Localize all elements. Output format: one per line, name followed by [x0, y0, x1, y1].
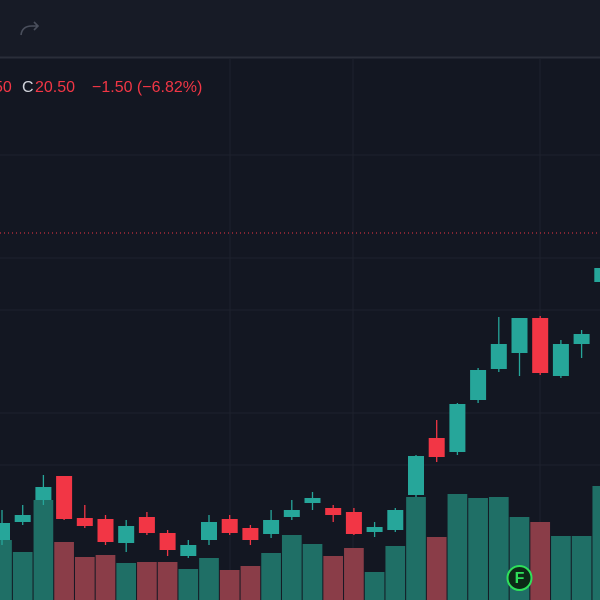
- volume-bar: [0, 540, 12, 600]
- candle-body: [345, 512, 362, 534]
- volume-bar: [302, 544, 323, 600]
- volume-bar: [95, 555, 116, 600]
- event-marker-circle: [506, 565, 533, 591]
- candle-body: [573, 334, 590, 344]
- candle-body: [552, 344, 569, 376]
- candle-body: [263, 520, 280, 534]
- candle-body: [97, 519, 114, 542]
- volume-bar: [199, 558, 219, 600]
- candle-body: [76, 518, 93, 526]
- candle-body: [470, 370, 487, 400]
- candle-body: [366, 527, 383, 532]
- candle-body: [428, 438, 445, 457]
- volume-bar: [406, 497, 426, 600]
- volume-bar: [592, 486, 600, 600]
- volume-bar: [551, 536, 571, 600]
- candle-body: [0, 523, 10, 540]
- candle-body: [138, 517, 155, 533]
- volume-bar: [219, 570, 240, 600]
- volume-bar: [12, 552, 33, 600]
- event-marker-label: F: [515, 570, 525, 587]
- candle-body: [532, 318, 549, 373]
- volume-bar: [385, 546, 406, 600]
- candle-body: [283, 510, 300, 517]
- volume-bar: [178, 569, 199, 600]
- volume-bar: [468, 498, 488, 600]
- volume-bar: [157, 562, 178, 600]
- candle-body: [325, 508, 342, 515]
- candle-body: [304, 498, 321, 503]
- candle-body: [408, 456, 424, 495]
- volume-bar: [426, 537, 447, 600]
- candle-body: [387, 510, 404, 530]
- legend-close: 20.50: [35, 79, 75, 96]
- candle-body: [35, 487, 52, 500]
- candle-layer: [0, 268, 600, 558]
- candle-body: [449, 404, 466, 452]
- candle-body: [511, 318, 528, 353]
- candle-body: [56, 476, 73, 519]
- legend-change: −1.50 (−6.82%): [92, 79, 202, 96]
- event-marker[interactable]: F: [506, 565, 533, 591]
- volume-bar: [530, 522, 551, 600]
- volume-bar: [323, 556, 344, 600]
- volume-bar: [447, 494, 468, 600]
- redo-button[interactable]: [20, 21, 40, 36]
- volume-bar: [54, 542, 74, 600]
- legend-close-label: C: [22, 79, 34, 96]
- volume-bar: [240, 566, 261, 600]
- candle-body: [201, 522, 217, 540]
- volume-bar: [74, 557, 95, 600]
- volume-bar: [137, 562, 157, 600]
- volume-bar: [571, 536, 592, 600]
- toolbar: [0, 0, 600, 57]
- candle-body: [221, 519, 238, 533]
- legend-partial: 50: [0, 79, 12, 96]
- volume-bar: [344, 548, 364, 600]
- volume-bar: [116, 563, 137, 600]
- volume-bar: [33, 500, 54, 600]
- volume-bar: [364, 572, 385, 600]
- candle-body: [490, 344, 507, 369]
- candle-body: [594, 268, 600, 282]
- volume-bar: [488, 497, 509, 600]
- candle-body: [14, 515, 31, 522]
- volume-bar: [261, 553, 281, 600]
- volume-bar: [281, 535, 302, 600]
- candle-body: [180, 545, 197, 556]
- candle-body: [159, 533, 176, 550]
- candle-body: [118, 526, 135, 543]
- candle-body: [242, 528, 259, 540]
- volume-layer: [0, 486, 600, 600]
